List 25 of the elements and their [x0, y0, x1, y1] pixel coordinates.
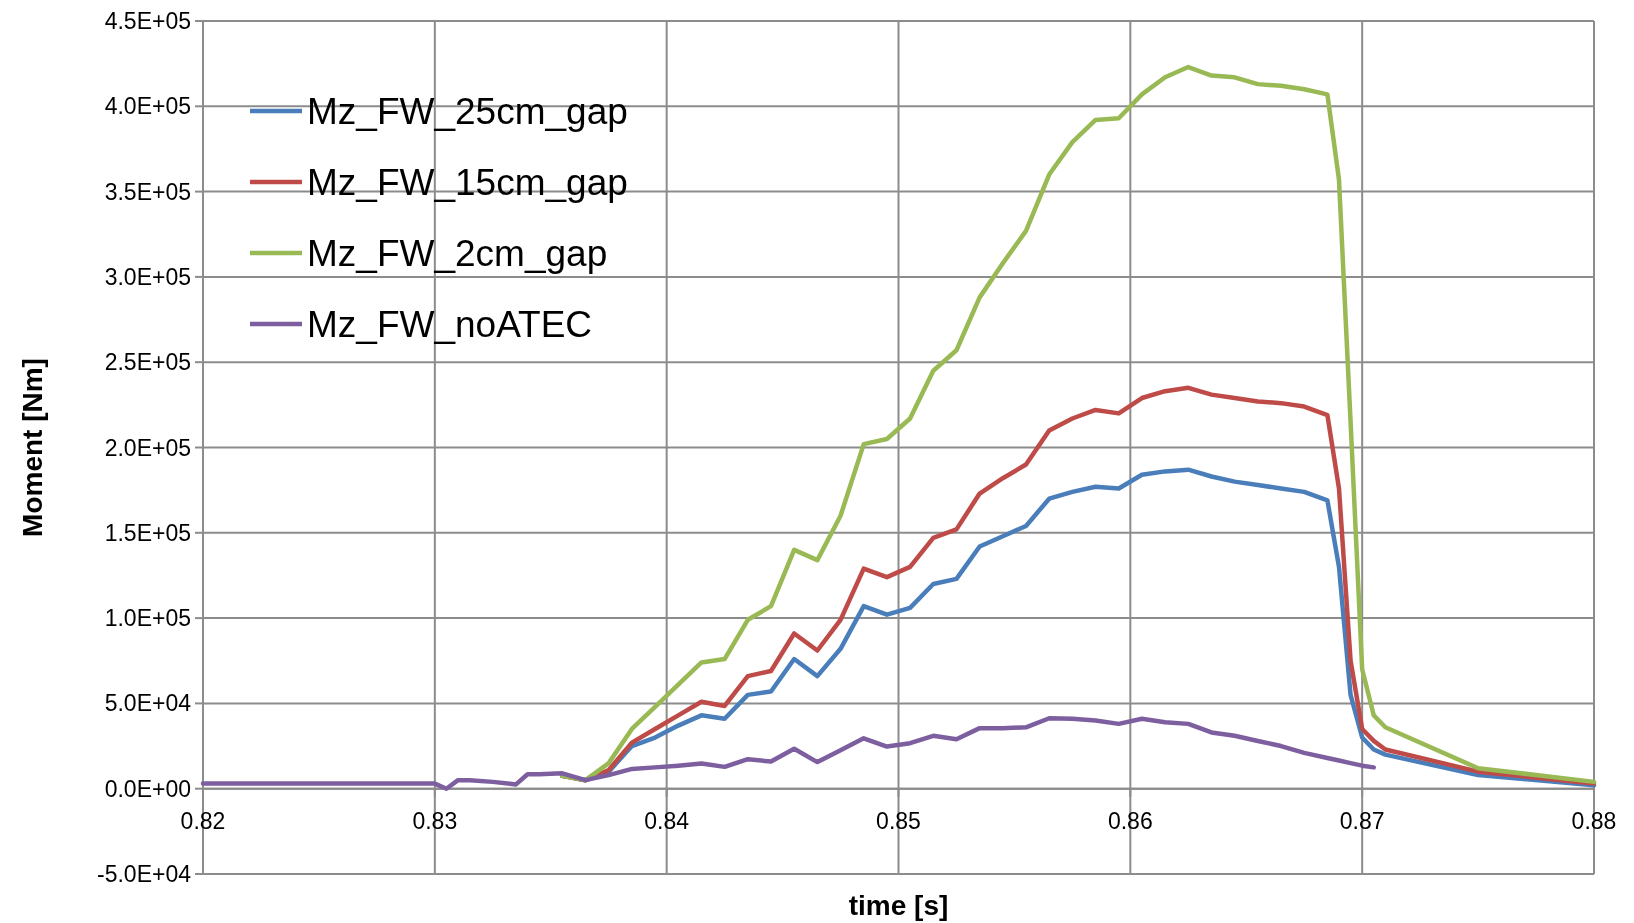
legend-label: Mz_FW_noATEC: [307, 303, 593, 345]
line-series: [200, 715, 1377, 791]
x-tick-label: 0.84: [644, 807, 690, 834]
y-tick-label: 4.0E+05: [104, 93, 191, 120]
legend-label: Mz_FW_25cm_gap: [307, 90, 628, 132]
y-tick-label: 3.5E+05: [104, 178, 191, 205]
legend-label: Mz_FW_15cm_gap: [307, 161, 628, 203]
y-tick-label: 3.0E+05: [104, 263, 191, 290]
y-tick-label: -5.0E+04: [97, 861, 192, 888]
x-tick-label: 0.88: [1571, 807, 1617, 834]
y-tick-label: 4.5E+05: [104, 8, 191, 35]
y-tick-label: 5.0E+04: [104, 690, 192, 717]
y-tick-label: 0.0E+00: [104, 775, 191, 802]
x-tick-label: 0.83: [412, 807, 458, 834]
x-tick-label: 0.82: [180, 807, 226, 834]
x-tick-label: 0.85: [876, 807, 921, 834]
y-tick-label: 1.5E+05: [104, 519, 191, 546]
y-tick-label: 2.5E+05: [104, 349, 191, 376]
y-axis-title: Moment [Nm]: [17, 358, 48, 537]
legend-label: Mz_FW_2cm_gap: [307, 232, 608, 274]
x-tick-label: 0.87: [1339, 807, 1385, 834]
x-tick-label: 0.86: [1107, 807, 1153, 834]
x-axis-title: time [s]: [848, 890, 949, 921]
y-tick-label: 2.0E+05: [104, 434, 191, 461]
y-tick-label: 1.0E+05: [104, 605, 191, 632]
